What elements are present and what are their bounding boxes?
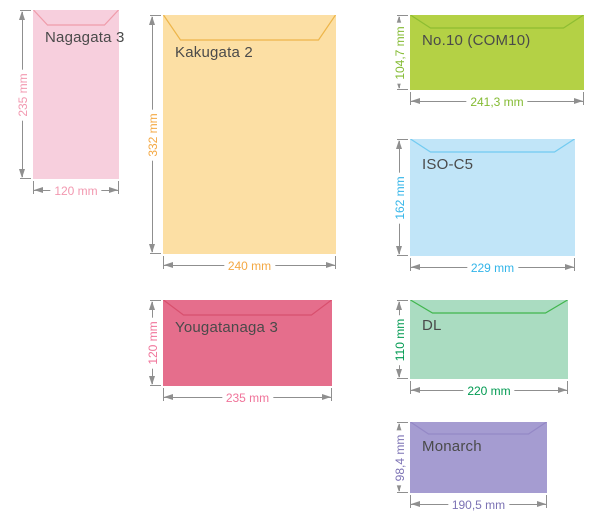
height-dimension-label: 235 mm <box>15 68 31 121</box>
height-dimension-label: 98,4 mm <box>392 430 408 485</box>
envelope-name: No.10 (COM10) <box>422 32 531 49</box>
envelope-name: Yougatanaga 3 <box>175 319 278 336</box>
arrow-right-icon <box>558 387 567 393</box>
width-extension-tick-right <box>331 388 332 401</box>
height-extension-tick-top <box>397 15 408 16</box>
height-extension-tick-bottom <box>150 253 161 254</box>
width-extension-tick-left <box>410 381 411 394</box>
envelope-flap-outline <box>410 300 568 314</box>
envelope-no10: No.10 (COM10) <box>410 15 584 90</box>
envelope-flap-outline <box>163 15 336 41</box>
arrow-left-icon <box>411 501 420 507</box>
height-extension-tick-bottom <box>397 492 408 493</box>
height-dimension-label: 104,7 mm <box>392 21 408 84</box>
arrow-right-icon <box>109 187 118 193</box>
arrow-right-icon <box>322 394 331 400</box>
arrow-left-icon <box>411 387 420 393</box>
arrow-down-icon <box>396 369 402 378</box>
envelope-nagagata3: Nagagata 3 <box>33 10 124 179</box>
envelope-name: ISO-C5 <box>422 156 474 173</box>
arrow-right-icon <box>565 264 574 270</box>
width-extension-tick-left <box>410 92 411 105</box>
height-extension-tick-bottom <box>397 255 408 256</box>
envelope-flap-outline <box>163 300 332 316</box>
width-extension-tick-left <box>410 258 411 271</box>
width-dimension-label: 240 mm <box>223 258 276 274</box>
height-extension-tick-top <box>150 300 161 301</box>
width-extension-tick-left <box>33 181 34 194</box>
envelope-dl: DL <box>410 300 568 379</box>
width-extension-tick-right <box>118 181 119 194</box>
envelope-monarch: Monarch <box>410 422 547 493</box>
arrow-down-icon <box>396 483 402 492</box>
width-extension-tick-right <box>574 258 575 271</box>
width-dimension-label: 241,3 mm <box>466 94 528 110</box>
width-extension-tick-right <box>583 92 584 105</box>
height-dimension-label: 120 mm <box>145 317 161 369</box>
envelope-flap-outline <box>33 10 119 26</box>
height-extension-tick-top <box>397 422 408 423</box>
width-extension-tick-right <box>567 381 568 394</box>
height-dimension-label: 110 mm <box>392 314 408 365</box>
height-extension-tick-bottom <box>397 89 408 90</box>
height-extension-tick-top <box>397 139 408 140</box>
width-dimension-label: 120 mm <box>50 183 102 199</box>
height-extension-tick-top <box>150 15 161 16</box>
arrow-up-icon <box>396 140 402 149</box>
arrow-right-icon <box>574 98 583 104</box>
arrow-down-icon <box>396 80 402 89</box>
arrow-left-icon <box>34 187 43 193</box>
arrow-down-icon <box>149 376 155 385</box>
height-dimension-label: 162 mm <box>392 171 408 224</box>
envelope-name: Monarch <box>422 438 482 455</box>
arrow-up-icon <box>396 301 402 310</box>
width-dimension-label: 229 mm <box>466 260 519 276</box>
arrow-left-icon <box>411 98 420 104</box>
arrow-left-icon <box>164 394 173 400</box>
envelope-flap-outline <box>410 15 584 29</box>
arrow-left-icon <box>164 262 173 268</box>
envelope-name: Nagagata 3 <box>45 29 125 46</box>
arrow-up-icon <box>396 423 402 432</box>
width-extension-tick-right <box>335 256 336 269</box>
envelope-flap-outline <box>410 422 547 435</box>
arrow-up-icon <box>396 16 402 25</box>
height-extension-tick-top <box>20 10 31 11</box>
arrow-up-icon <box>149 301 155 310</box>
arrow-down-icon <box>149 244 155 253</box>
width-dimension-label: 220 mm <box>463 383 515 399</box>
height-extension-tick-bottom <box>20 178 31 179</box>
envelope-isoc5: ISO-C5 <box>410 139 575 256</box>
envelope-flap-outline <box>410 139 575 153</box>
width-extension-tick-right <box>546 495 547 508</box>
arrow-down-icon <box>396 246 402 255</box>
height-dimension-label: 332 mm <box>145 108 161 161</box>
width-extension-tick-left <box>163 388 164 401</box>
envelope-yougatanaga3: Yougatanaga 3 <box>163 300 332 386</box>
width-extension-tick-left <box>163 256 164 269</box>
arrow-right-icon <box>326 262 335 268</box>
arrow-up-icon <box>149 16 155 25</box>
arrow-down-icon <box>19 169 25 178</box>
envelope-kakugata2: Kakugata 2 <box>163 15 336 254</box>
arrow-left-icon <box>411 264 420 270</box>
height-extension-tick-bottom <box>397 378 408 379</box>
envelope-name: Kakugata 2 <box>175 44 253 61</box>
height-extension-tick-bottom <box>150 385 161 386</box>
height-extension-tick-top <box>397 300 408 301</box>
width-extension-tick-left <box>410 495 411 508</box>
width-dimension-label: 235 mm <box>221 390 274 406</box>
arrow-up-icon <box>19 11 25 20</box>
width-dimension-label: 190,5 mm <box>447 497 510 513</box>
envelope-name: DL <box>422 317 442 334</box>
arrow-right-icon <box>537 501 546 507</box>
